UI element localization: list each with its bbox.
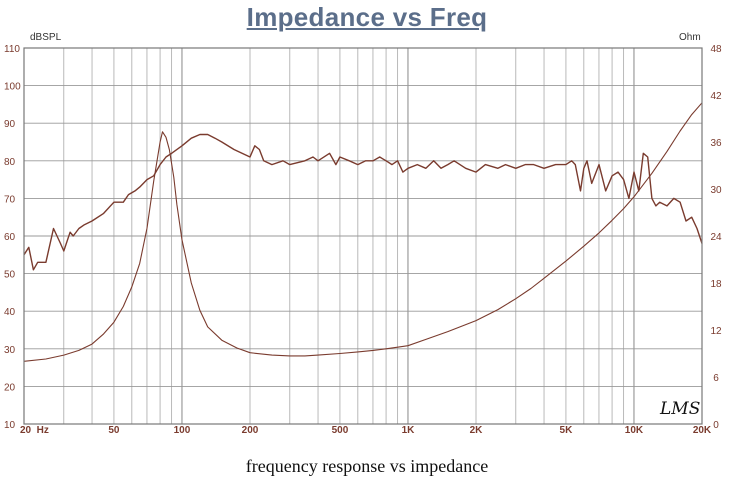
x-tick-label: 200 [242, 425, 259, 436]
impedance-line [23, 102, 703, 362]
right-tick-label: 30 [710, 185, 722, 196]
left-tick-label: 60 [4, 232, 16, 243]
left-tick-label: 10 [4, 420, 16, 431]
right-tick-label: 24 [710, 232, 722, 243]
x-tick-label: 20K [693, 425, 712, 436]
lms-logo: LMS [659, 399, 700, 419]
chart-caption: frequency response vs impedance [245, 456, 489, 476]
x-tick-label: 20 Hz [20, 425, 49, 436]
x-tick-label: 500 [332, 425, 349, 436]
right-tick-label: 42 [710, 91, 722, 102]
x-tick-label: 10K [625, 425, 644, 436]
x-tick-label: 100 [174, 425, 191, 436]
left-axis-unit: dBSPL [30, 32, 62, 43]
right-tick-label: 36 [710, 138, 722, 149]
left-tick-label: 90 [4, 119, 16, 130]
series-layer [23, 102, 703, 362]
right-tick-label: 6 [713, 373, 719, 384]
left-tick-label: 40 [4, 307, 16, 318]
left-tick-label: 30 [4, 345, 16, 356]
right-tick-label: 0 [713, 420, 719, 431]
right-tick-label: 48 [710, 44, 722, 55]
right-axis-unit: Ohm [679, 32, 701, 43]
axis-layer: 10 20 30 40 50 60 70 80 90 100 110 0 6 12 18 24 30 36 42 48… [4, 32, 722, 436]
x-tick-label: 50 [108, 425, 120, 436]
left-tick-label: 100 [4, 82, 21, 93]
right-tick-label: 12 [710, 326, 722, 337]
left-tick-label: 70 [4, 194, 16, 205]
x-tick-label: 1K [402, 425, 416, 436]
right-tick-label: 18 [710, 279, 722, 290]
left-tick-label: 110 [4, 44, 20, 55]
x-tick-label: 5K [560, 425, 574, 436]
plot-frame [23, 47, 703, 425]
left-tick-label: 80 [4, 157, 16, 168]
frequency-response-line [23, 133, 703, 271]
x-tick-label: 2K [470, 425, 484, 436]
left-tick-label: 20 [4, 382, 16, 393]
chart-title: Impedance vs Freq [246, 2, 488, 32]
left-tick-label: 50 [4, 270, 16, 281]
